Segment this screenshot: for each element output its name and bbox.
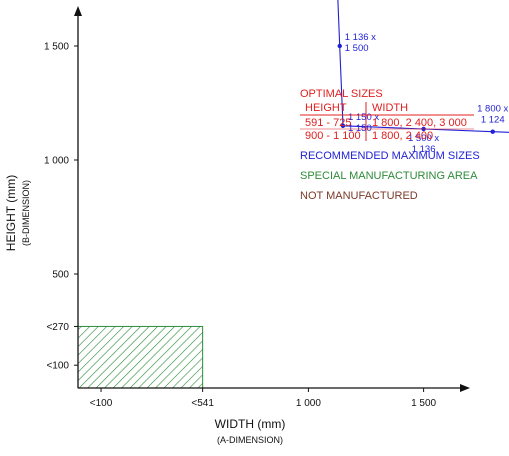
y-axis-subtitle: (B-DIMENSION) bbox=[21, 180, 31, 246]
x-tick-label: <541 bbox=[191, 398, 214, 409]
y-tick-label: 500 bbox=[52, 270, 69, 281]
legend-table-row1-height: 591 - 725 bbox=[305, 117, 351, 129]
legend-table-row2-height: 900 - 1 100 bbox=[305, 130, 361, 142]
y-axis-arrow bbox=[74, 6, 82, 16]
legend-optimal-title: OPTIMAL SIZES bbox=[300, 88, 383, 100]
axes-layer bbox=[74, 6, 470, 392]
y-tick-label: 1 000 bbox=[44, 156, 69, 167]
legend-table-header-width: WIDTH bbox=[372, 102, 408, 114]
y-axis-title: HEIGHT (mm) bbox=[4, 175, 18, 251]
legend: OPTIMAL SIZES HEIGHT WIDTH 591 - 725 1 8… bbox=[300, 88, 480, 202]
y-tick-label: 1 500 bbox=[44, 42, 69, 53]
series-layer bbox=[337, 0, 509, 134]
data-point bbox=[337, 43, 342, 49]
x-axis-subtitle: (A-DIMENSION) bbox=[217, 435, 283, 445]
legend-table-row2-width: 1 800, 2 400 bbox=[372, 130, 433, 142]
x-tick-label: 1 000 bbox=[296, 398, 321, 409]
data-point bbox=[340, 123, 346, 128]
x-tick-label: 1 500 bbox=[411, 398, 436, 409]
y-tick-label: <100 bbox=[46, 361, 69, 372]
data-point bbox=[490, 129, 495, 134]
y-tick-label: <270 bbox=[46, 322, 69, 333]
x-axis-title: WIDTH (mm) bbox=[215, 417, 286, 431]
legend-recommended: RECOMMENDED MAXIMUM SIZES bbox=[300, 150, 480, 162]
x-axis-arrow bbox=[460, 384, 470, 392]
x-tick-label: <100 bbox=[90, 398, 113, 409]
legend-not-manufactured: NOT MANUFACTURED bbox=[300, 190, 418, 202]
special-manufacturing-area bbox=[77, 325, 204, 389]
legend-table-header-height: HEIGHT bbox=[305, 102, 347, 114]
legend-table-row1-width: 1 800, 2 400, 3 000 bbox=[372, 117, 467, 129]
legend-special-area: SPECIAL MANUFACTURING AREA bbox=[300, 170, 478, 182]
special-area-layer bbox=[77, 325, 204, 389]
